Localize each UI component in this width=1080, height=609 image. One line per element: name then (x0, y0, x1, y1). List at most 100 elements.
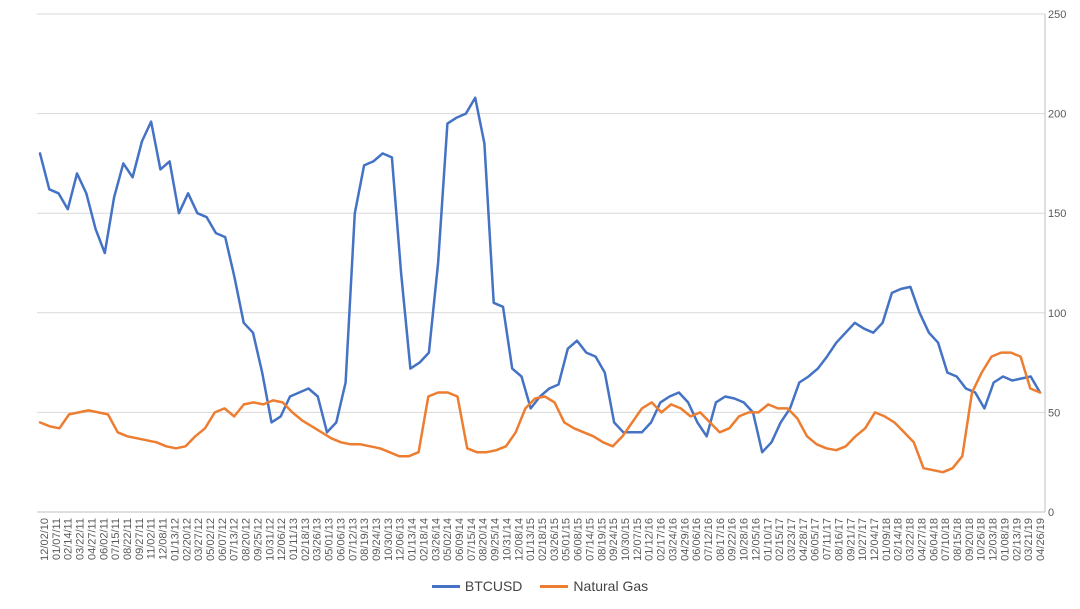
series-lines (38, 96, 1042, 474)
x-tick-label: 12/04/17 (869, 518, 881, 561)
x-tick-label: 11/02/11 (146, 518, 158, 559)
x-tick-label: 09/21/17 (845, 518, 857, 561)
x-tick-label: 08/15/18 (952, 518, 964, 561)
series-line-btcusd (38, 96, 1042, 454)
legend-item-natural-gas: Natural Gas (540, 576, 648, 596)
x-tick-label: 08/22/11 (122, 518, 134, 560)
x-tick-label: 03/27/12 (193, 518, 205, 561)
x-tick-label: 02/13/19 (1011, 518, 1023, 561)
x-tick-label: 02/14/18 (893, 518, 905, 561)
x-tick-label: 01/13/14 (407, 518, 419, 561)
x-tick-label: 07/15/11 (110, 518, 122, 560)
x-tick-label: 01/07/11 (51, 518, 63, 560)
x-tick-label: 04/26/19 (1035, 518, 1047, 561)
x-tick-label: 06/06/16 (691, 518, 703, 561)
x-tick-label: 03/26/13 (312, 518, 324, 561)
x-tick-label: 03/22/18 (905, 518, 917, 561)
x-tick-label: 04/29/16 (679, 518, 691, 561)
series-line-natural-gas (38, 351, 1042, 474)
x-tick-label: 12/08/14 (513, 518, 525, 561)
x-tick-label: 06/09/14 (454, 518, 466, 561)
x-tick-label: 10/31/12 (264, 518, 276, 561)
y-tick-label: 0 (1048, 507, 1054, 519)
x-tick-label: 10/30/15 (620, 518, 632, 561)
x-tick-label: 09/24/15 (608, 518, 620, 561)
x-tick-label: 02/18/13 (300, 518, 312, 561)
gridlines (37, 13, 1046, 513)
x-tick-label: 01/13/12 (169, 518, 181, 561)
x-tick-label: 05/01/13 (324, 518, 336, 561)
x-tick-label: 10/28/16 (739, 518, 751, 561)
x-tick-label: 12/03/18 (988, 518, 1000, 561)
x-tick-label: 05/02/12 (205, 518, 217, 561)
x-tick-label: 06/06/13 (335, 518, 347, 561)
x-tick-label: 06/02/11 (98, 518, 110, 560)
x-tick-label: 02/20/12 (181, 518, 193, 561)
x-tick-label: 07/14/15 (584, 518, 596, 561)
x-tick-label: 09/25/12 (252, 518, 264, 561)
x-tick-label: 03/21/19 (1023, 518, 1035, 561)
x-tick-label: 07/12/13 (347, 518, 359, 561)
legend-item-btcusd: BTCUSD (431, 576, 523, 596)
x-tick-label: 01/10/17 (762, 518, 774, 561)
x-tick-label: 08/17/16 (715, 518, 727, 561)
x-tick-label: 10/26/18 (976, 518, 988, 561)
legend-swatch-btcusd (431, 584, 460, 588)
x-tick-label: 12/06/12 (276, 518, 288, 561)
x-tick-label: 09/27/11 (134, 518, 146, 560)
x-tick-label: 03/22/11 (75, 518, 87, 560)
x-tick-label: 12/02/10 (39, 518, 51, 561)
x-tick-label: 09/20/18 (964, 518, 976, 561)
x-tick-label: 02/17/16 (656, 518, 668, 561)
x-tick-label: 01/11/13 (288, 518, 300, 560)
x-tick-label: 08/19/15 (596, 518, 608, 561)
y-axis-ticks: 0 50 100 150 200 250 (1048, 9, 1066, 519)
x-tick-label: 04/28/17 (798, 518, 810, 561)
legend-label-btcusd: BTCUSD (464, 578, 523, 594)
y-tick-label: 100 (1048, 308, 1066, 320)
x-tick-label: 03/23/17 (786, 518, 798, 561)
x-tick-label: 03/26/15 (549, 518, 561, 561)
x-tick-label: 05/02/14 (442, 518, 454, 561)
x-tick-label: 09/24/13 (371, 518, 383, 561)
x-tick-label: 01/13/15 (525, 518, 537, 561)
x-tick-label: 07/12/16 (703, 518, 715, 561)
y-tick-label: 200 (1048, 109, 1066, 121)
x-tick-label: 06/07/12 (217, 518, 229, 561)
x-tick-label: 12/07/15 (632, 518, 644, 561)
x-tick-label: 02/15/17 (774, 518, 786, 561)
y-tick-label: 250 (1048, 9, 1066, 21)
x-tick-label: 10/27/17 (857, 518, 869, 561)
x-tick-label: 07/10/18 (940, 518, 952, 561)
x-tick-label: 06/04/18 (928, 518, 940, 561)
x-tick-label: 12/05/16 (750, 518, 762, 561)
legend-swatch-natural-gas (540, 584, 569, 588)
y-tick-label: 150 (1048, 208, 1066, 220)
x-tick-label: 07/11/17 (822, 518, 834, 560)
y-tick-label: 50 (1048, 407, 1060, 419)
x-tick-label: 07/13/12 (229, 518, 241, 561)
x-tick-label: 09/22/16 (727, 518, 739, 561)
x-tick-label: 08/20/14 (478, 518, 490, 561)
x-tick-label: 02/18/14 (418, 518, 430, 561)
x-tick-label: 01/09/18 (881, 518, 893, 561)
legend-label-natural-gas: Natural Gas (573, 578, 649, 594)
x-tick-label: 10/31/14 (501, 518, 513, 561)
x-tick-label: 04/27/18 (916, 518, 928, 561)
x-axis-ticks: 12/02/10 01/07/11 02/14/11 03/22/11 04/27/11… (39, 518, 1047, 561)
legend: BTCUSD Natural Gas (0, 576, 1080, 596)
x-tick-label: 06/08/15 (573, 518, 585, 561)
x-tick-label: 05/01/15 (561, 518, 573, 561)
x-tick-label: 12/06/13 (395, 518, 407, 561)
x-tick-label: 06/05/17 (810, 518, 822, 561)
x-tick-label: 08/20/12 (241, 518, 253, 561)
x-tick-label: 03/24/16 (667, 518, 679, 561)
x-tick-label: 08/19/13 (359, 518, 371, 561)
x-tick-label: 10/30/13 (383, 518, 395, 561)
x-tick-label: 09/25/14 (490, 518, 502, 561)
x-tick-label: 07/15/14 (466, 518, 478, 561)
x-tick-label: 01/08/19 (999, 518, 1011, 561)
x-tick-label: 02/18/15 (537, 518, 549, 561)
